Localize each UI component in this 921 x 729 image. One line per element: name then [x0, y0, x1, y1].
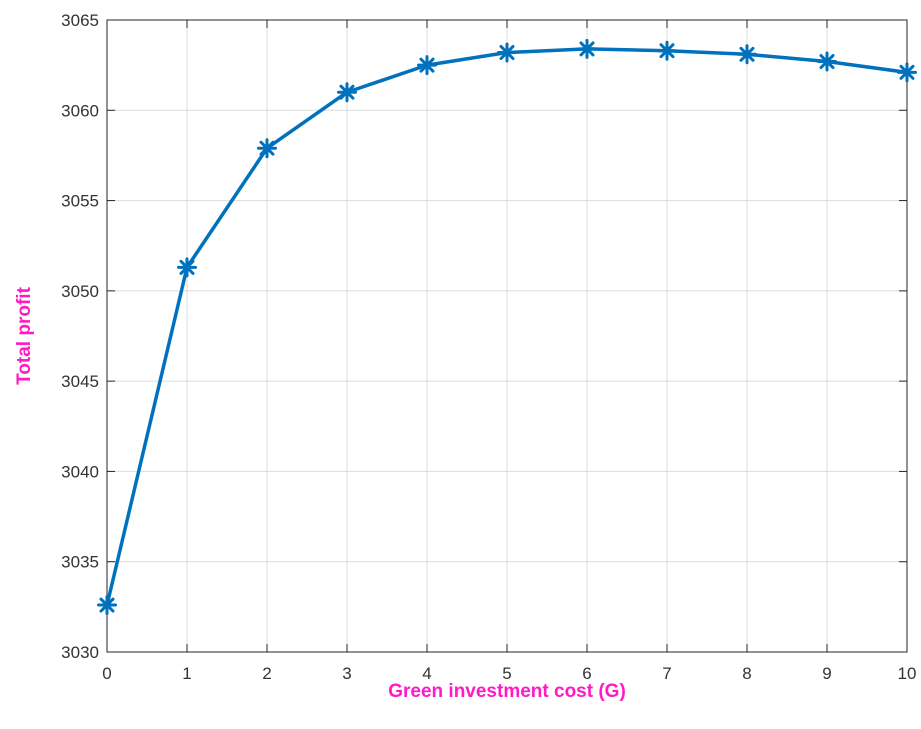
x-tick-label: 10	[898, 664, 917, 683]
x-axis-title: Green investment cost (G)	[388, 681, 626, 702]
x-tick-label: 3	[342, 664, 351, 683]
x-tick-label: 0	[102, 664, 111, 683]
data-point-marker	[499, 44, 516, 61]
y-tick-label: 3065	[61, 11, 99, 30]
y-tick-label: 3060	[61, 101, 99, 120]
data-point-marker	[739, 46, 756, 63]
data-point-marker	[419, 57, 436, 74]
y-tick-label: 3055	[61, 192, 99, 211]
data-point-marker	[659, 42, 676, 59]
data-point-marker	[819, 53, 836, 70]
data-point-marker	[259, 140, 276, 157]
y-tick-label: 3040	[61, 462, 99, 481]
y-tick-label: 3035	[61, 553, 99, 572]
y-tick-label: 3045	[61, 372, 99, 391]
x-tick-label: 2	[262, 664, 271, 683]
x-tick-label: 7	[662, 664, 671, 683]
data-point-marker	[179, 259, 196, 276]
y-tick-label: 3050	[61, 282, 99, 301]
y-tick-label: 3030	[61, 643, 99, 662]
data-point-marker	[579, 40, 596, 57]
data-point-marker	[339, 84, 356, 101]
x-tick-label: 1	[182, 664, 191, 683]
x-tick-label: 8	[742, 664, 751, 683]
data-point-marker	[899, 64, 916, 81]
data-point-marker	[99, 597, 116, 614]
x-tick-label: 9	[822, 664, 831, 683]
y-axis-title: Total profit	[14, 286, 35, 384]
